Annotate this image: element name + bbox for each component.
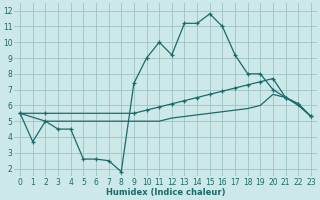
X-axis label: Humidex (Indice chaleur): Humidex (Indice chaleur) — [106, 188, 225, 197]
